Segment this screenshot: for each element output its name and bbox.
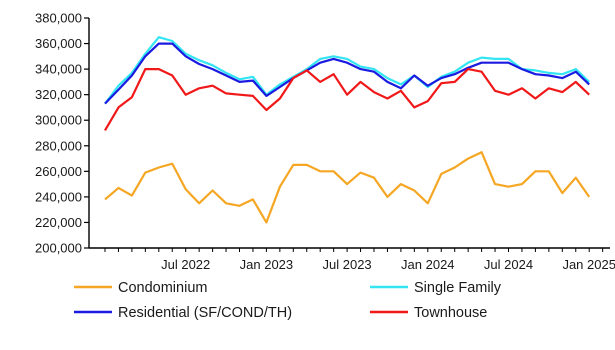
y-tick-label: 360,000 (35, 36, 82, 51)
y-tick-label: 280,000 (35, 138, 82, 153)
legend-label-residential: Residential (SF/COND/TH) (118, 305, 292, 321)
y-axis: 200,000 220,000 240,000 260,000 280,000 300,0… (35, 11, 90, 256)
series-line-townhouse (104, 67, 590, 131)
y-tick-label: 300,000 (35, 113, 82, 128)
y-tick-label: 340,000 (35, 62, 82, 77)
y-tick-label: 320,000 (35, 87, 82, 102)
legend-item-residential: Residential (SF/COND/TH) (74, 305, 292, 321)
series-line-residential-sf-cond-th (104, 42, 590, 105)
x-axis: Jul 2022 Jan 2023 Jul 2023 Jan 2024 Jul 2024… (89, 247, 615, 272)
y-ticks: 200,000 220,000 240,000 260,000 280,000 300,0… (35, 11, 89, 256)
y-tick-label: 220,000 (35, 215, 82, 230)
x-tick-label: Jul 2024 (484, 257, 533, 272)
y-tick-label: 200,000 (35, 241, 82, 256)
legend-label-single-family: Single Family (414, 280, 502, 296)
legend: Condominium Single Family Residential (S… (74, 280, 502, 321)
legend-label-condominium: Condominium (118, 280, 207, 296)
legend-item-condominium: Condominium (74, 280, 207, 296)
x-tick-label: Jan 2023 (240, 257, 294, 272)
x-tick-label: Jul 2022 (161, 257, 210, 272)
y-tick-label: 260,000 (35, 164, 82, 179)
legend-item-townhouse: Townhouse (370, 305, 487, 321)
series-line-single-family (104, 36, 590, 105)
x-ticks: Jul 2022 Jan 2023 Jul 2023 Jan 2024 Jul 2024… (104, 248, 615, 272)
series-line-condominium (104, 151, 591, 224)
x-tick-label: Jan 2024 (401, 257, 455, 272)
series-layer (104, 36, 591, 224)
x-tick-label: Jul 2023 (323, 257, 372, 272)
y-tick-label: 240,000 (35, 189, 82, 204)
y-tick-label: 380,000 (35, 11, 82, 26)
legend-item-single-family: Single Family (370, 280, 502, 296)
legend-label-townhouse: Townhouse (414, 305, 487, 321)
x-tick-label: Jan 2025 (562, 257, 615, 272)
